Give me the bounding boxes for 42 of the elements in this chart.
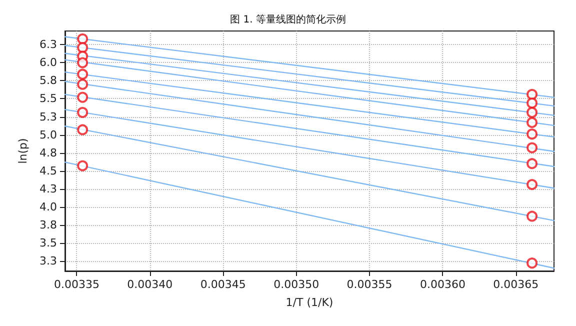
chart-title: 图 1. 等量线图的简化示例: [230, 14, 346, 26]
point: [77, 92, 88, 103]
y-tick-label: 4.5: [40, 164, 57, 178]
point: [77, 68, 88, 80]
y-tick-label: 3.8: [40, 218, 57, 232]
point: [526, 210, 538, 222]
x-tick-label: 0.00355: [346, 278, 392, 291]
x-tick-label: 0.00340: [127, 278, 173, 291]
point: [526, 258, 538, 269]
y-tick-label: 5.5: [40, 92, 57, 106]
y-tick-label: 4.3: [40, 182, 57, 196]
y-tick-label: 4.8: [40, 146, 57, 160]
point: [526, 179, 538, 190]
y-tick-label: 3.5: [40, 236, 57, 250]
x-tick-label: 0.00360: [420, 278, 466, 291]
x-axis-title: 1/T (1/K): [286, 296, 334, 309]
y-tick-label: 5.3: [40, 110, 57, 124]
point: [77, 57, 88, 68]
y-tick-label: 5.8: [40, 74, 57, 88]
point: [77, 160, 88, 172]
y-tick-label: 6.0: [40, 56, 57, 70]
x-tick-label: 0.00350: [274, 278, 320, 291]
y-tick-label: 3.3: [40, 254, 57, 268]
point: [77, 42, 88, 54]
point: [526, 142, 538, 154]
y-tick-label: 5.0: [40, 128, 57, 142]
point: [526, 117, 538, 128]
y-tick-label: 4.0: [40, 200, 57, 214]
point: [77, 78, 88, 90]
x-tick-label: 0.00335: [54, 278, 100, 291]
point: [526, 88, 538, 100]
point: [526, 106, 538, 118]
x-tick-label: 0.00365: [493, 278, 539, 291]
point: [77, 33, 88, 44]
y-axis-title: ln(p): [16, 138, 30, 164]
point: [526, 98, 538, 109]
point: [77, 106, 88, 118]
y-tick-label: 6.3: [40, 38, 57, 52]
point: [77, 124, 88, 136]
point: [526, 158, 538, 170]
x-tick-label: 0.00345: [200, 278, 246, 291]
point: [526, 128, 538, 140]
